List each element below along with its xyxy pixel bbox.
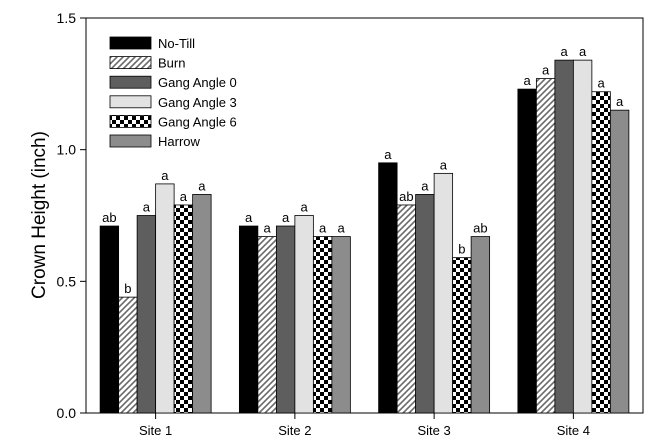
bar <box>572 59 593 414</box>
legend-label: Gang Angle 0 <box>158 75 237 90</box>
bar-significance-label: a <box>338 221 346 236</box>
bar <box>396 204 417 414</box>
bar-significance-label: a <box>245 210 253 225</box>
bar-significance-label: a <box>579 44 587 59</box>
bar-significance-label: a <box>282 210 290 225</box>
bar <box>275 225 296 414</box>
y-tick-label: 0.0 <box>57 405 77 421</box>
bar <box>192 194 212 414</box>
legend-swatch <box>109 56 152 69</box>
bar-significance-label: ab <box>102 210 116 225</box>
bar-significance-label: b <box>124 281 131 296</box>
y-tick-label: 1.0 <box>57 142 77 158</box>
bar-significance-label: a <box>180 189 188 204</box>
bar-significance-label: a <box>161 168 169 183</box>
bar <box>470 236 491 414</box>
bar <box>517 88 537 414</box>
legend-label: Burn <box>158 56 185 71</box>
bar <box>312 236 333 414</box>
x-category-label: Site 4 <box>557 423 590 438</box>
bar <box>294 215 314 414</box>
plot-frame <box>85 17 644 414</box>
bar <box>609 109 630 414</box>
bar <box>378 162 398 414</box>
bar <box>155 183 175 414</box>
y-tick-label: 1.5 <box>57 10 77 26</box>
bar-significance-label: a <box>301 200 309 215</box>
y-axis-label: Crown Height (inch) <box>29 131 50 299</box>
bar <box>452 257 472 414</box>
legend-swatch <box>109 115 152 128</box>
x-category-label: Site 2 <box>278 423 311 438</box>
bar <box>99 225 120 414</box>
bar-significance-label: ab <box>473 221 487 236</box>
bar <box>238 225 259 414</box>
legend-swatch <box>109 75 152 89</box>
y-tick-label: 0.5 <box>57 273 77 289</box>
bar <box>136 215 157 414</box>
bar <box>331 236 351 414</box>
bar <box>257 236 277 414</box>
legend-swatch <box>109 134 152 148</box>
bar-significance-label: ab <box>399 189 413 204</box>
bar <box>535 78 556 414</box>
bar-significance-label: a <box>198 178 206 193</box>
legend-swatch <box>109 36 152 50</box>
bar-significance-label: a <box>143 200 151 215</box>
legend-label: Gang Angle 6 <box>158 114 237 129</box>
bar-significance-label: a <box>542 63 550 78</box>
x-category-label: Site 3 <box>418 423 451 438</box>
bar-significance-label: a <box>319 221 327 236</box>
bar <box>415 194 435 414</box>
bar-significance-label: a <box>524 73 532 88</box>
bar-significance-label: a <box>440 157 448 172</box>
bar <box>118 296 138 414</box>
legend-swatch <box>109 95 152 109</box>
bar-significance-label: a <box>264 221 272 236</box>
legend-label: Gang Angle 3 <box>158 95 237 110</box>
x-category-label: Site 1 <box>139 423 172 438</box>
bar <box>433 172 454 414</box>
bar-significance-label: a <box>421 178 429 193</box>
bar <box>173 204 194 414</box>
legend-label: No-Till <box>158 36 195 51</box>
bar-significance-label: b <box>458 242 465 257</box>
legend: No-Till Burn Gang Angle 0 Gang Angle 3 Gang … <box>109 36 237 149</box>
bar-significance-label: a <box>384 147 392 162</box>
bar <box>554 59 574 414</box>
bar-significance-label: a <box>616 94 624 109</box>
bar-significance-label: a <box>561 44 569 59</box>
bar-significance-label: a <box>598 76 606 91</box>
legend-label: Harrow <box>158 134 201 149</box>
bar <box>591 91 611 414</box>
